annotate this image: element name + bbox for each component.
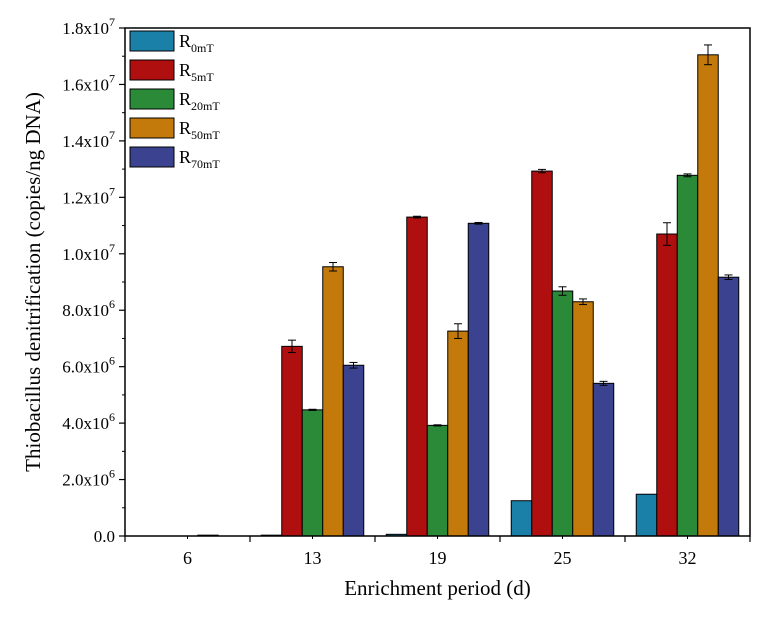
y-tick-label: 1.4x107 [62, 128, 115, 151]
legend-label: R50mT [179, 118, 220, 142]
error-bar-5mT-day-25 [538, 168, 546, 174]
x-tick-label-6: 6 [183, 548, 192, 568]
legend: R0mT R5mT R20mT R50mT R70mT [129, 30, 220, 171]
legend-label: R20mT [179, 89, 220, 113]
y-tick-label: 0.0 [94, 527, 115, 546]
error-bar-20mT-day-25 [558, 286, 567, 296]
error-bar-70mT-day-19 [474, 221, 483, 225]
bar-5mT-day-19 [406, 216, 428, 537]
x-tick-label-13: 13 [304, 548, 322, 568]
legend-label: R5mT [179, 60, 214, 84]
error-bar-5mT-day-32 [663, 222, 671, 246]
error-bar-50mT-day-32 [704, 44, 712, 66]
error-bars-layer [288, 44, 733, 427]
bar-70mT-day-13 [342, 364, 365, 537]
error-bar-20mT-day-13 [308, 408, 317, 411]
legend-swatch [129, 117, 175, 139]
error-bar-20mT-day-32 [683, 173, 692, 178]
bar-5mT-day-13 [281, 345, 303, 537]
legend-label: R0mT [179, 31, 214, 55]
bar-20mT-day-25 [551, 290, 574, 537]
legend-item-20mT: R20mT [129, 88, 220, 113]
bar-20mT-day-19 [426, 424, 449, 537]
bar-20mT-day-13 [301, 409, 324, 537]
x-axis: 6 13 19 25 32 [124, 536, 751, 568]
error-bar-50mT-day-25 [579, 298, 587, 306]
bar-0mT-day-25 [510, 500, 533, 537]
bar-70mT-day-25 [592, 382, 615, 537]
legend-swatch [129, 30, 175, 52]
error-bar-50mT-day-13 [329, 262, 337, 272]
error-bar-70mT-day-13 [349, 361, 358, 369]
legend-item-0mT: R0mT [129, 30, 214, 55]
y-tick-label: 1.8x107 [62, 15, 115, 38]
bars-layer [197, 54, 740, 537]
bar-50mT-day-19 [447, 330, 469, 537]
y-axis: 0.0 2.0x106 4.0x106 6.0x106 8.0x106 1.0x107 1.… [62, 15, 125, 546]
y-tick-label: 6.0x106 [62, 354, 115, 377]
legend-swatch [129, 146, 175, 168]
y-tick-label: 1.6x107 [62, 71, 115, 94]
y-tick-label: 4.0x106 [62, 410, 115, 433]
bar-50mT-day-25 [572, 301, 594, 537]
legend-swatch [129, 59, 175, 81]
error-bar-5mT-day-19 [413, 215, 421, 219]
error-bar-5mT-day-13 [288, 339, 296, 354]
y-tick-label: 8.0x106 [62, 297, 115, 320]
bar-5mT-day-32 [656, 233, 678, 537]
legend-item-50mT: R50mT [129, 117, 220, 142]
x-axis-label: Enrichment period (d) [344, 576, 531, 600]
x-tick-label-25: 25 [554, 548, 572, 568]
legend-item-5mT: R5mT [129, 59, 214, 84]
x-tick-label-19: 19 [429, 548, 447, 568]
y-tick-label: 2.0x106 [62, 467, 115, 490]
y-tick-label: 1.0x107 [62, 241, 115, 264]
legend-label: R70mT [179, 147, 220, 171]
bar-20mT-day-32 [676, 174, 699, 537]
y-tick-label: 1.2x107 [62, 184, 115, 207]
bar-70mT-day-19 [467, 222, 490, 537]
legend-item-70mT: R70mT [129, 146, 220, 171]
x-tick-label-32: 32 [679, 548, 697, 568]
error-bar-70mT-day-25 [599, 380, 608, 386]
bar-70mT-day-32 [717, 276, 740, 537]
error-bar-20mT-day-19 [433, 424, 442, 427]
error-bar-70mT-day-32 [724, 274, 733, 280]
bar-0mT-day-32 [635, 493, 658, 537]
y-axis-label: Thiobacillus denitrification (copies/ng … [21, 92, 45, 472]
legend-swatch [129, 88, 175, 110]
bar-5mT-day-25 [531, 170, 553, 537]
error-bar-50mT-day-19 [454, 323, 462, 339]
bar-50mT-day-32 [697, 54, 719, 537]
bar-50mT-day-13 [322, 266, 344, 537]
